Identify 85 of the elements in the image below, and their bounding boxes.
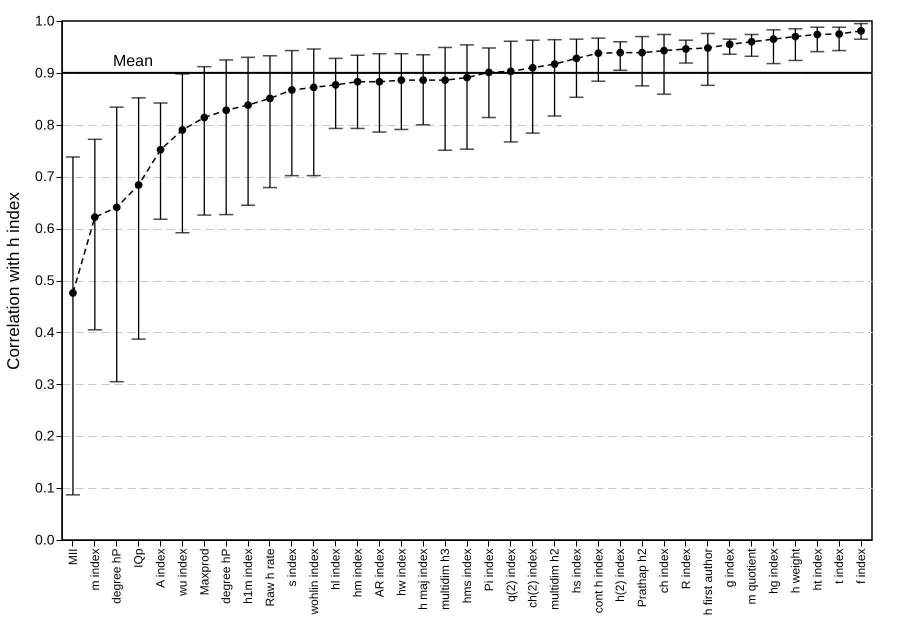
point [112, 203, 121, 212]
y-axis-title: Correlation with h index [4, 192, 24, 370]
x-tick-label: cont h index [591, 548, 606, 614]
point [134, 181, 142, 189]
point [397, 76, 406, 84]
point [376, 78, 384, 86]
x-tick-label: m quotient [744, 548, 759, 605]
x-tick-label: hm index [350, 548, 365, 598]
point [813, 30, 822, 38]
y-tick-label: 0.5 [35, 272, 55, 288]
point [857, 26, 865, 35]
x-tick-label: Maxprod [197, 548, 212, 596]
x-tick-label: hl index [328, 548, 343, 590]
y-tick-label: 0.8 [35, 116, 55, 132]
point [463, 74, 471, 82]
x-tick-label: h maj index [416, 548, 430, 610]
point [310, 84, 318, 92]
point [682, 45, 690, 53]
x-tick-label: hg index [766, 548, 780, 594]
point [748, 38, 756, 46]
y-tick-label: 0.7 [35, 168, 55, 184]
point [266, 94, 274, 102]
y-tick-label: 0.4 [35, 324, 55, 340]
x-tick-label: multidim h2 [548, 548, 562, 610]
x-tick-label: h first author [700, 548, 715, 616]
point [770, 35, 778, 44]
point [792, 32, 800, 40]
x-tick-label: m index [88, 548, 102, 591]
y-tick-label: 0.2 [35, 428, 55, 444]
x-tick-label: wohlin index [306, 548, 321, 616]
point [69, 289, 77, 297]
y-tick-label: 0.1 [35, 480, 55, 496]
point [244, 101, 252, 109]
y-tick-label: 0.3 [35, 376, 55, 392]
point [90, 213, 99, 222]
x-tick-label: IQp [132, 548, 146, 568]
point [594, 49, 602, 58]
point [660, 46, 668, 54]
point [550, 60, 558, 68]
point [222, 106, 230, 114]
y-tick-label: 0.9 [35, 64, 55, 80]
x-tick-label: ht index [810, 548, 824, 591]
point [419, 76, 428, 84]
x-tick-label: g index [722, 548, 737, 588]
point [528, 64, 537, 72]
x-tick-label: q(2) index [504, 548, 518, 602]
x-tick-label: ch(2) index [526, 548, 540, 608]
x-tick-label: Prathap h2 [635, 548, 650, 608]
x-tick-label: AR index [372, 548, 386, 598]
x-tick-label: hw index [394, 548, 408, 596]
point [156, 146, 164, 154]
x-tick-label: multidim h3 [438, 548, 452, 610]
point [726, 40, 734, 48]
x-tick-label: R index [678, 548, 693, 590]
point [441, 76, 449, 84]
x-tick-label: degree hP [219, 548, 234, 604]
y-tick-label: 0.6 [35, 220, 55, 236]
x-tick-label: wu index [175, 548, 190, 597]
point [332, 80, 340, 89]
x-tick-label: hms index [460, 548, 474, 604]
x-tick-label: h(2) index [613, 548, 628, 602]
point [835, 30, 844, 38]
point [200, 114, 208, 122]
y-tick-label: 0.0 [35, 532, 55, 548]
point [288, 86, 296, 94]
x-tick-label: f index [854, 548, 868, 584]
x-tick-label: ch index [657, 548, 672, 594]
point [178, 126, 186, 134]
x-tick-label: h1m index [241, 548, 256, 604]
x-tick-label: s index [284, 548, 299, 587]
x-tick-label: t index [832, 548, 846, 584]
x-tick-label: hs index [569, 548, 584, 594]
point [638, 48, 646, 57]
point [572, 54, 580, 62]
x-tick-label: A index [154, 548, 168, 588]
point [354, 78, 362, 86]
x-tick-label: h weight [788, 548, 802, 594]
x-tick-label: Raw h rate [262, 548, 277, 607]
x-tick-label: MII [66, 548, 80, 566]
point [616, 48, 624, 57]
x-tick-label: Pi index [482, 548, 496, 592]
point [704, 44, 712, 52]
ref-line-label: Mean [112, 52, 153, 70]
y-tick-label: 1.0 [35, 12, 55, 28]
x-tick-label: degree hP [110, 548, 124, 604]
